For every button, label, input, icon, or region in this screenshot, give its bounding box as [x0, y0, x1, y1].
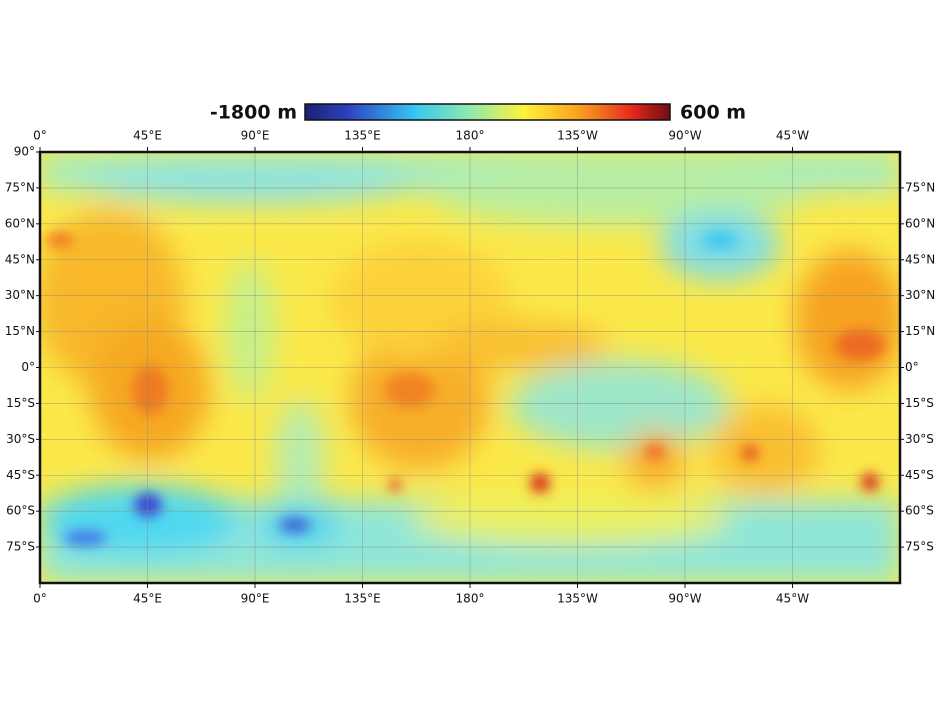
latitude-label-left: 60°N — [5, 216, 35, 230]
longitude-label-top: 45°E — [133, 129, 162, 143]
longitude-label-bottom: 135°W — [557, 592, 598, 606]
longitude-label-bottom: 0° — [33, 592, 47, 606]
latitude-label-right: 60°S — [905, 504, 934, 518]
longitude-label-top: 0° — [33, 129, 47, 143]
latitude-label-left: 75°N — [5, 180, 35, 194]
latitude-label-right: 30°N — [905, 288, 935, 302]
longitude-label-top: 90°E — [241, 129, 270, 143]
latitude-label-right: 75°N — [905, 180, 935, 194]
longitude-label-bottom: 90°E — [241, 592, 270, 606]
longitude-label-top: 180° — [456, 129, 485, 143]
longitude-label-top: 135°W — [557, 129, 598, 143]
latitude-label-right: 15°S — [905, 396, 934, 410]
longitude-label-bottom: 45°W — [776, 592, 809, 606]
longitude-label-bottom: 45°E — [133, 592, 162, 606]
latitude-label-right: 75°S — [905, 540, 934, 554]
longitude-label-bottom: 135°E — [344, 592, 381, 606]
latitude-label-right: 0° — [905, 360, 919, 374]
latitude-label-left: 15°S — [6, 396, 35, 410]
graticule — [40, 152, 900, 583]
latitude-label-right: 45°S — [905, 468, 934, 482]
latitude-label-right: 45°N — [905, 252, 935, 266]
latitude-label-left: 60°S — [6, 504, 35, 518]
longitude-label-bottom: 180° — [456, 592, 485, 606]
longitude-label-top: 135°E — [344, 129, 381, 143]
longitude-label-top: 90°W — [668, 129, 701, 143]
latitude-label-right: 60°N — [905, 216, 935, 230]
colorbar — [304, 103, 671, 121]
latitude-label-left: 90° — [14, 145, 35, 159]
latitude-label-right: 30°S — [905, 432, 934, 446]
longitude-label-bottom: 90°W — [668, 592, 701, 606]
colorbar-max-label: 600 m — [680, 102, 746, 124]
latitude-label-left: 45°N — [5, 252, 35, 266]
longitude-label-top: 45°W — [776, 129, 809, 143]
latitude-label-right: 15°N — [905, 324, 935, 338]
colorbar-min-label: -1800 m — [210, 102, 297, 124]
latitude-label-left: 45°S — [6, 468, 35, 482]
latitude-label-left: 15°N — [5, 324, 35, 338]
latitude-label-left: 30°N — [5, 288, 35, 302]
latitude-label-left: 0° — [21, 360, 35, 374]
latitude-label-left: 75°S — [6, 540, 35, 554]
latitude-label-left: 30°S — [6, 432, 35, 446]
